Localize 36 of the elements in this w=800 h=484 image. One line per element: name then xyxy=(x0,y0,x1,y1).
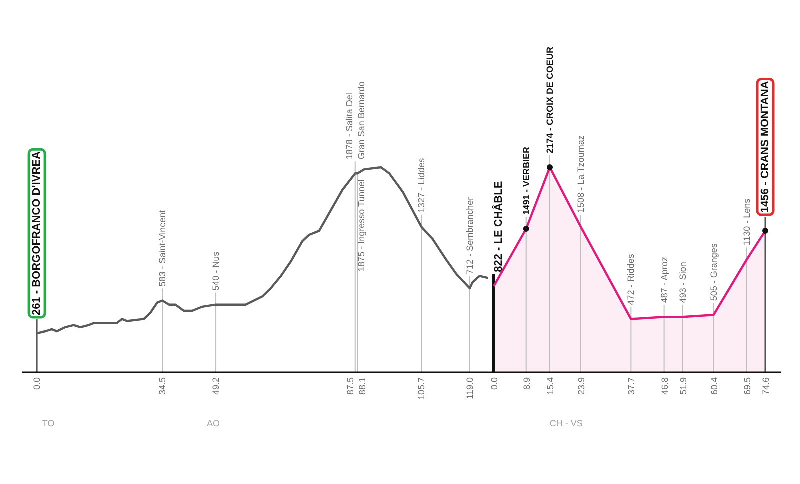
x-tick-label: 69.5 xyxy=(742,377,752,396)
annotation: 261 - BORGOFRANCO D'IVREA xyxy=(31,152,44,316)
x-tick-label: 0.0 xyxy=(489,377,500,390)
annotation: 1456 - CRANS MONTANA xyxy=(759,81,772,214)
annotation: 505 - Granges xyxy=(708,243,719,302)
x-tick-label: 87.5 xyxy=(345,377,356,396)
x-tick-label: 23.9 xyxy=(576,377,586,396)
x-tick-label: 74.6 xyxy=(760,377,771,396)
x-tick-label: 60.4 xyxy=(709,377,720,396)
text: TO xyxy=(42,418,55,429)
text: CH - VS xyxy=(550,418,583,429)
x-tick-label: 51.9 xyxy=(678,377,688,396)
x-tick-label: 34.5 xyxy=(158,377,168,396)
x-tick-label: 49.2 xyxy=(211,377,222,396)
annotation: 493 - Sion xyxy=(678,262,688,304)
x-tick-label: 88.1 xyxy=(357,377,368,396)
annotation: 1327 - Liddes xyxy=(416,158,427,213)
annotation: 1130 - Lens xyxy=(742,198,752,246)
annotation: 712 - Sembrancher xyxy=(464,197,475,274)
annotation: 540 - Nus xyxy=(211,251,222,291)
x-tick-label: 119.0 xyxy=(464,377,475,400)
annotation: 822 - LE CHÂBLE xyxy=(492,181,505,272)
annotation: 2174 - CROIX DE COEUR xyxy=(545,46,556,154)
annotation: 472 - Riddes xyxy=(626,254,636,306)
annotation: 583 - Saint-Vincent xyxy=(158,210,168,287)
annotation: 1875 - Ingresso Tunnel xyxy=(356,180,367,272)
x-tick-label: 8.9 xyxy=(522,377,532,390)
x-tick-label: 15.4 xyxy=(546,377,556,396)
annotation: 1878 - Salita Del Gran San Bernardo xyxy=(344,82,366,160)
annotation: 487 - Aproz xyxy=(659,256,670,304)
annotation: 1508 - La Tzoumaz xyxy=(576,135,586,213)
x-tick-label: 37.7 xyxy=(626,377,637,396)
x-tick-label: 105.7 xyxy=(416,377,427,400)
annotation: 1491 - VERBIER xyxy=(521,146,532,215)
x-tick-label: 46.8 xyxy=(660,377,670,396)
text: AO xyxy=(207,418,220,429)
